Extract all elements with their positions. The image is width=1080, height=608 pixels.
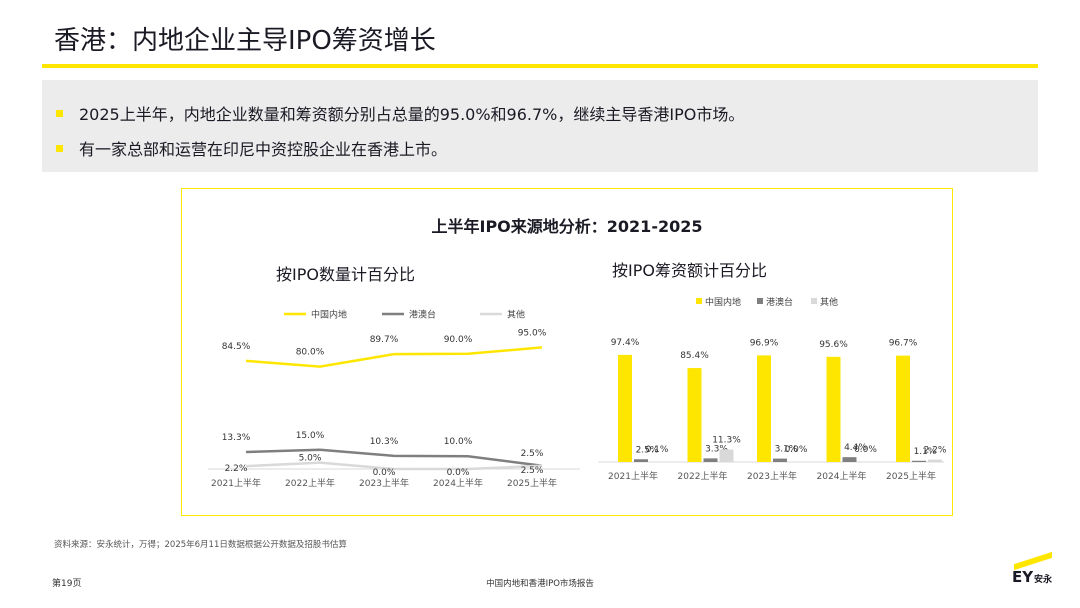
bar-legend-label: 中国内地 — [705, 296, 741, 308]
bar-series-3 — [928, 459, 942, 462]
bullet-text: 2025上半年，内地企业数量和筹资额分别占总量的95.0%和96.7%，继续主导… — [79, 105, 745, 124]
bar-legend-swatch — [757, 298, 763, 304]
bar-data-label: 95.6% — [819, 340, 848, 350]
bar-data-label: 2.5% — [636, 445, 659, 455]
bar-series-2 — [842, 457, 857, 462]
bullet-square-icon — [56, 145, 63, 152]
line-x-tick-label: 2024上半年 — [433, 477, 483, 489]
bullet-item: 有一家总部和运营在印尼中资控股企业在香港上市。 — [56, 136, 447, 160]
bar-data-label: 3.3% — [705, 444, 728, 454]
line-x-tick-label: 2023上半年 — [359, 477, 409, 489]
bar-data-label: 0.0% — [854, 445, 877, 455]
bar-x-tick-label: 2021上半年 — [608, 470, 658, 482]
bar-series-1 — [896, 355, 910, 462]
key-findings-panel: 2025上半年，内地企业数量和筹资额分别占总量的95.0%和96.7%，继续主导… — [42, 80, 1038, 172]
bar-data-label: 96.9% — [750, 338, 779, 348]
line-data-label: 2.5% — [521, 449, 544, 459]
line-data-label: 13.3% — [222, 433, 251, 443]
line-data-label: 84.5% — [222, 342, 251, 352]
bar-legend-swatch — [811, 298, 817, 304]
line-x-tick-label: 2022上半年 — [285, 477, 335, 489]
line-data-label: 95.0% — [518, 328, 547, 338]
line-series-2 — [245, 448, 543, 468]
bar-series-3 — [719, 449, 734, 462]
bar-data-label: 3.1% — [775, 445, 798, 455]
ey-logo-text: EY — [1012, 568, 1034, 586]
line-data-label: 0.0% — [373, 468, 396, 478]
bar-series-3 — [858, 462, 873, 463]
bar-x-tick-label: 2024上半年 — [817, 470, 867, 482]
line-data-label: 2.5% — [521, 466, 544, 476]
line-chart-title: 按IPO数量计百分比 — [276, 265, 415, 284]
bar-legend-swatch — [696, 298, 702, 304]
line-data-label: 5.0% — [299, 454, 322, 464]
line-data-label: 10.3% — [370, 437, 399, 447]
chart-main-title: 上半年IPO来源地分析：2021-2025 — [431, 217, 703, 236]
bar-data-label: 0.1% — [646, 445, 669, 455]
bar-series-3 — [650, 461, 664, 463]
line-series-1 — [245, 346, 543, 368]
bar-series-2 — [634, 459, 648, 462]
bar-data-label: 0.0% — [785, 445, 808, 455]
line-data-label: 90.0% — [444, 335, 473, 345]
bar-series-1 — [618, 354, 632, 462]
bar-data-label: 96.7% — [889, 339, 918, 349]
bar-series-3 — [789, 462, 803, 463]
line-data-label: 10.0% — [444, 437, 473, 447]
page-title: 香港：内地企业主导IPO筹资增长 — [54, 26, 436, 56]
source-note: 资料来源：安永统计，万得；2025年6月11日数据根据公开数据及招股书估算 — [54, 540, 347, 550]
ey-logo: EY 安永 — [1010, 551, 1064, 588]
bar-data-label: 11.3% — [712, 436, 741, 446]
line-data-label: 2.2% — [225, 464, 248, 474]
line-legend-label: 其他 — [507, 309, 525, 321]
line-x-tick-label: 2021上半年 — [211, 477, 261, 489]
bar-series-2 — [912, 460, 926, 462]
page-number: 第19页 — [52, 579, 82, 589]
line-legend-label: 中国内地 — [311, 309, 347, 321]
bar-x-tick-label: 2025上半年 — [886, 470, 936, 482]
line-legend-label: 港澳台 — [409, 309, 436, 321]
bar-legend-label: 其他 — [820, 296, 838, 308]
bar-x-tick-label: 2022上半年 — [678, 470, 728, 482]
ey-logo-cn-text: 安永 — [1034, 575, 1053, 585]
line-x-tick-label: 2025上半年 — [507, 477, 557, 489]
line-data-label: 0.0% — [447, 468, 470, 478]
line-data-label: 15.0% — [296, 431, 325, 441]
bar-x-tick-label: 2023上半年 — [747, 470, 797, 482]
line-data-label: 80.0% — [296, 348, 325, 358]
bar-data-label: 85.4% — [680, 351, 709, 361]
bar-series-2 — [773, 458, 787, 462]
title-rule — [42, 64, 1038, 68]
line-series-3 — [245, 461, 543, 471]
bar-series-1 — [826, 356, 841, 462]
bar-legend-label: 港澳台 — [766, 296, 793, 308]
bar-chart-title: 按IPO筹资额计百分比 — [612, 261, 767, 280]
bullet-text: 有一家总部和运营在印尼中资控股企业在香港上市。 — [79, 140, 448, 159]
bar-data-label: 2.2% — [924, 446, 947, 456]
bar-data-label: 4.4% — [844, 443, 867, 453]
bar-data-label: 97.4% — [611, 338, 640, 348]
bar-series-1 — [757, 355, 771, 462]
bar-series-2 — [703, 458, 718, 462]
bar-data-label: 1.1% — [914, 447, 937, 457]
bullet-square-icon — [56, 110, 63, 117]
chart-panel: 上半年IPO来源地分析：2021-2025 按IPO数量计百分比 按IPO筹资额… — [181, 188, 953, 516]
line-data-label: 89.7% — [370, 335, 399, 345]
footer-report-title: 中国内地和香港IPO市场报告 — [486, 579, 594, 589]
bullet-item: 2025上半年，内地企业数量和筹资额分别占总量的95.0%和96.7%，继续主导… — [56, 101, 744, 125]
bar-series-1 — [687, 368, 702, 462]
